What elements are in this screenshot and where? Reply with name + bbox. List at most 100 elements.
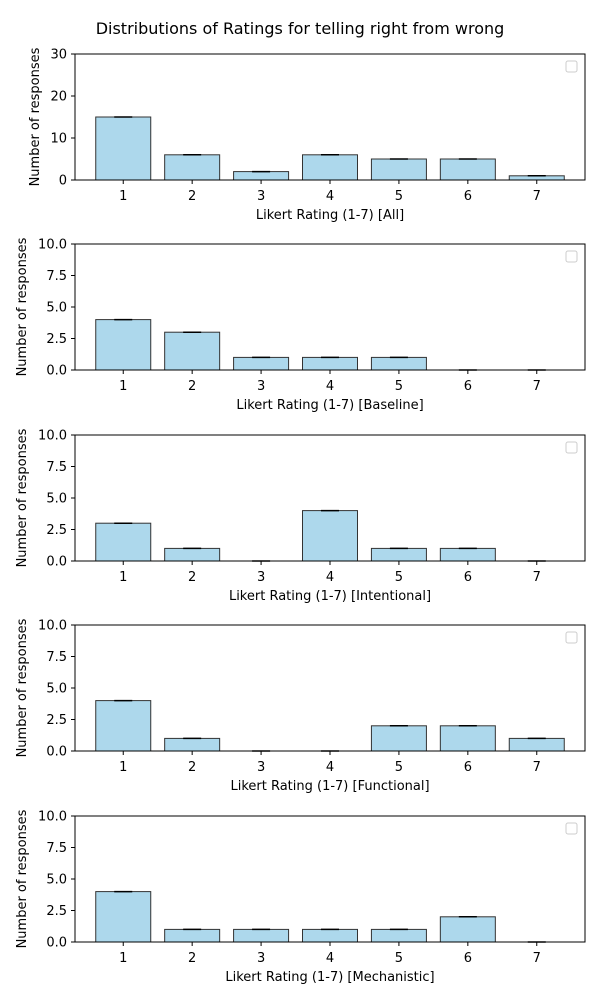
x-tick-label: 5 — [395, 189, 403, 204]
bar — [439, 547, 496, 562]
y-tick-label: 7.5 — [46, 841, 67, 856]
x-tick-label: 6 — [464, 951, 472, 966]
y-tick-label: 2.5 — [46, 332, 67, 347]
bar — [302, 356, 358, 371]
x-axis-label: Likert Rating (1-7) [All] — [256, 208, 404, 223]
x-tick-label: 3 — [257, 760, 265, 775]
y-tick-label: 7.5 — [46, 269, 67, 284]
legend-box — [565, 60, 578, 73]
y-tick-label: 0.0 — [46, 555, 67, 570]
bar — [439, 158, 496, 181]
y-tick-label: 10.0 — [38, 429, 67, 444]
x-tick-label: 3 — [257, 379, 265, 394]
bar — [370, 725, 427, 752]
y-tick-label: 2.5 — [46, 523, 67, 538]
bar — [233, 171, 290, 181]
bar — [302, 510, 358, 562]
x-tick-label: 1 — [119, 570, 127, 585]
y-tick-label: 0.0 — [46, 745, 67, 760]
x-tick-label: 1 — [119, 189, 127, 204]
y-tick-label: 10 — [50, 132, 67, 147]
x-axis-label: Likert Rating (1-7) [Intentional] — [229, 589, 431, 604]
bar — [508, 737, 565, 752]
y-axis-label: Number of responses — [15, 428, 30, 567]
x-tick-label: 2 — [188, 570, 196, 585]
y-tick-label: 5.0 — [46, 492, 67, 507]
subplot-5: 1 2 3 4 5 6 7 0.0 2.5 5.0 7.5 10.0 Likert Rating (1-… — [15, 809, 586, 985]
x-tick-label: 6 — [464, 570, 472, 585]
subplot-4: 1 2 3 4 5 6 7 0.0 2.5 5.0 7.5 10.0 Likert Rating (1-… — [15, 618, 586, 794]
legend-box — [565, 441, 578, 454]
x-tick-label: 4 — [326, 951, 334, 966]
bar — [95, 891, 152, 943]
x-tick-label: 6 — [464, 379, 472, 394]
y-tick-label: 7.5 — [46, 650, 67, 665]
x-tick-label: 7 — [533, 951, 541, 966]
x-axis-label: Likert Rating (1-7) [Baseline] — [236, 398, 423, 413]
bar — [370, 158, 427, 181]
x-tick-label: 6 — [464, 760, 472, 775]
x-tick-label: 7 — [533, 760, 541, 775]
x-tick-label: 7 — [533, 189, 541, 204]
bar — [233, 356, 290, 371]
y-tick-label: 0 — [59, 174, 67, 189]
y-tick-label: 10.0 — [38, 238, 67, 253]
bar — [370, 356, 427, 371]
x-tick-label: 4 — [326, 570, 334, 585]
bar — [164, 928, 221, 943]
legend-box — [565, 250, 578, 263]
x-tick-label: 2 — [188, 760, 196, 775]
bar — [164, 737, 221, 752]
x-tick-label: 7 — [533, 379, 541, 394]
x-tick-label: 1 — [119, 760, 127, 775]
y-tick-label: 2.5 — [46, 713, 67, 728]
x-tick-label: 2 — [188, 951, 196, 966]
x-tick-label: 1 — [119, 951, 127, 966]
x-tick-label: 1 — [119, 379, 127, 394]
y-tick-label: 5.0 — [46, 301, 67, 316]
bar — [164, 331, 221, 371]
x-axis-label: Likert Rating (1-7) [Mechanistic] — [225, 970, 434, 985]
y-tick-label: 20 — [50, 90, 67, 105]
bar — [95, 522, 152, 562]
x-axis-label: Likert Rating (1-7) [Functional] — [230, 779, 429, 794]
y-axis-label: Number of responses — [15, 809, 30, 948]
x-tick-label: 4 — [326, 379, 334, 394]
bar — [370, 547, 427, 562]
y-tick-label: 7.5 — [46, 460, 67, 475]
x-tick-label: 3 — [257, 951, 265, 966]
bar — [164, 154, 221, 181]
bar — [302, 154, 358, 181]
bar — [439, 916, 496, 943]
bar — [233, 928, 290, 943]
x-tick-label: 2 — [188, 189, 196, 204]
y-axis-label: Number of responses — [28, 47, 43, 186]
x-tick-label: 5 — [395, 760, 403, 775]
x-tick-label: 7 — [533, 570, 541, 585]
bar — [95, 319, 152, 371]
bar — [439, 725, 496, 752]
bar — [95, 116, 152, 181]
y-tick-label: 5.0 — [46, 873, 67, 888]
y-axis-label: Number of responses — [15, 618, 30, 757]
x-tick-label: 4 — [326, 189, 334, 204]
bar — [95, 700, 152, 752]
x-tick-label: 5 — [395, 570, 403, 585]
x-tick-label: 3 — [257, 570, 265, 585]
legend-box — [565, 822, 578, 835]
bar — [164, 547, 221, 562]
subplot-3: 1 2 3 4 5 6 7 0.0 2.5 5.0 7.5 10.0 Likert Rating (1-… — [15, 428, 586, 604]
y-tick-label: 0.0 — [46, 364, 67, 379]
x-tick-label: 3 — [257, 189, 265, 204]
bar — [370, 928, 427, 943]
x-tick-label: 6 — [464, 189, 472, 204]
subplot-2: 1 2 3 4 5 6 7 0.0 2.5 5.0 7.5 10.0 Likert Rating (1-… — [15, 237, 586, 413]
subplots: 1 2 3 4 5 6 7 0 10 20 30 Likert Rating (1-7) [All] N… — [15, 47, 586, 985]
y-tick-label: 10.0 — [38, 810, 67, 825]
y-tick-label: 0.0 — [46, 936, 67, 951]
figure-title: Distributions of Ratings for telling rig… — [96, 19, 505, 38]
y-tick-label: 5.0 — [46, 682, 67, 697]
x-tick-label: 5 — [395, 951, 403, 966]
subplot-1: 1 2 3 4 5 6 7 0 10 20 30 Likert Rating (1-7) [All] N… — [28, 47, 586, 223]
